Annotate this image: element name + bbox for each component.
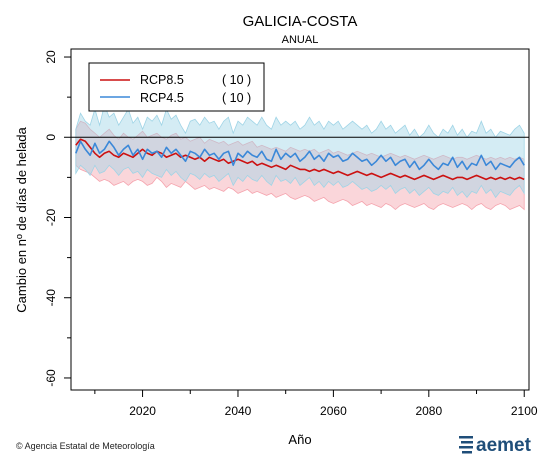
- range-band-rcp45: [75, 103, 525, 199]
- footer-credit: © Agencia Estatal de Meteorología: [16, 441, 155, 451]
- x-tick-label: 2080: [415, 404, 442, 418]
- copyright-icon: ©: [16, 441, 23, 451]
- legend: RCP8.5 ( 10 ) RCP4.5 ( 10 ): [88, 62, 265, 112]
- legend-label-rcp85: RCP8.5: [140, 73, 184, 87]
- legend-box: [88, 62, 265, 112]
- y-axis-label: Cambio en nº de días de helada: [14, 127, 29, 313]
- agency-name: Agencia Estatal de Meteorología: [24, 441, 155, 451]
- y-tick-label: 0: [44, 134, 58, 141]
- series-line-rcp85: [75, 138, 525, 181]
- legend-count-rcp45: ( 10 ): [222, 91, 251, 105]
- legend-label-rcp45: RCP4.5: [140, 91, 184, 105]
- aemet-logo: aemet: [459, 435, 532, 455]
- series-line-rcp45: [75, 140, 525, 171]
- aemet-logo-icon: [459, 436, 473, 454]
- x-tick-label: 2060: [320, 404, 347, 418]
- y-tick-label: -20: [44, 209, 58, 227]
- aemet-logo-text: aemet: [476, 435, 532, 455]
- chart-title: GALICIA-COSTA: [243, 13, 358, 30]
- y-axis: 20 0 -20 -40 -60: [44, 50, 71, 387]
- x-tick-label: 2100: [511, 404, 538, 418]
- y-tick-label: -60: [44, 369, 58, 387]
- legend-count-rcp85: ( 10 ): [222, 73, 251, 87]
- x-axis: 2020 2040 2060 2080 2100: [94, 390, 538, 418]
- y-tick-label: -40: [44, 289, 58, 307]
- x-tick-label: 2040: [225, 404, 252, 418]
- range-band-rcp85: [75, 120, 525, 211]
- plot-frame: [70, 48, 530, 391]
- x-tick-label: 2020: [129, 404, 156, 418]
- chart-subtitle: ANUAL: [282, 34, 319, 46]
- y-tick-label: 20: [44, 50, 58, 64]
- plot-area: [71, 103, 529, 211]
- x-axis-label: Año: [288, 432, 311, 447]
